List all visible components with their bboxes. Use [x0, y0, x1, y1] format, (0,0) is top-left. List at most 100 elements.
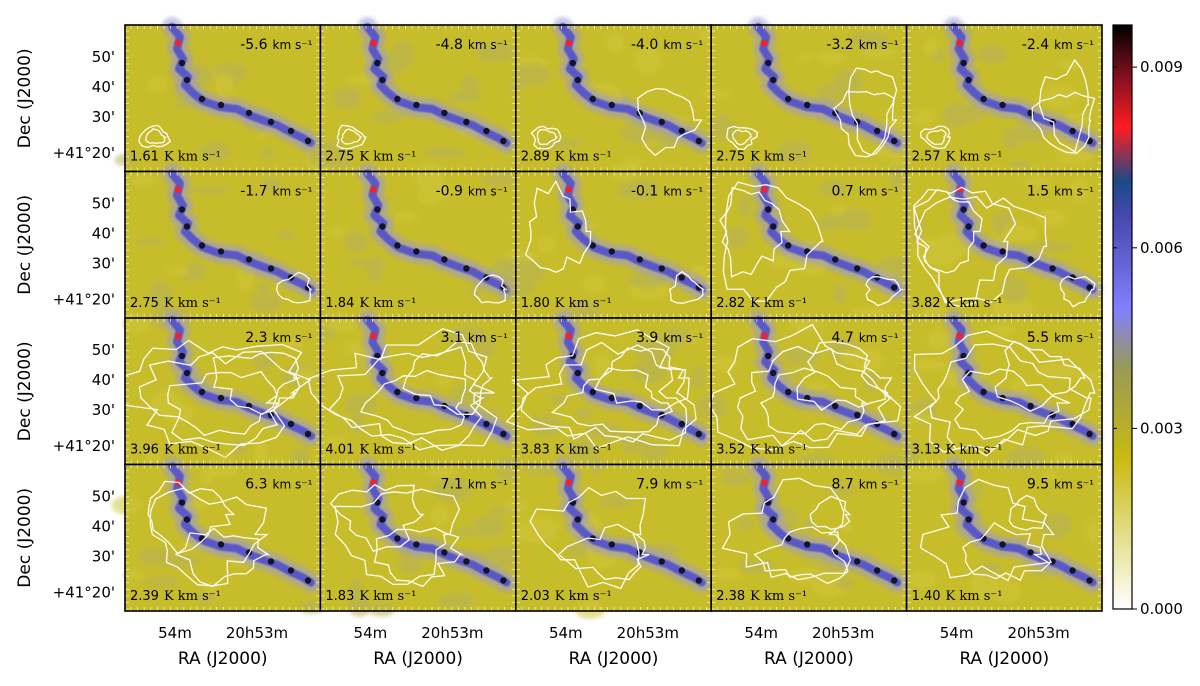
filament-knot [441, 109, 448, 117]
filament-knot [695, 284, 702, 291]
y-tick-label: 50' [92, 488, 115, 506]
filament-knot [804, 541, 811, 548]
contour [753, 526, 849, 585]
filament-knot [174, 332, 182, 340]
y-tick-label: 50' [92, 48, 115, 66]
filament-knot [287, 420, 295, 428]
channel-panel: -3.2 km s⁻¹ 2.75 K km s⁻¹ [702, 17, 917, 173]
velocity-value: -5.6 [240, 37, 267, 53]
channel-panel: -5.6 km s⁻¹ 1.61 K km s⁻¹ [114, 17, 322, 173]
contour [994, 340, 1086, 413]
velocity-unit: km s⁻¹ [273, 38, 313, 52]
y-tick-label: 40' [92, 225, 115, 243]
velocity-value: 4.7 [831, 330, 853, 346]
filament-knot [374, 352, 381, 360]
integrated-value: 3.13 [912, 443, 941, 458]
filament-knot [413, 394, 420, 402]
filament-knot [463, 558, 470, 565]
contour [550, 367, 674, 433]
filament-knot [980, 95, 987, 103]
velocity-unit: km s⁻¹ [273, 185, 313, 199]
filament-knot [695, 577, 702, 584]
contour-lines [473, 274, 508, 304]
filament-knot [569, 59, 576, 67]
filament-knot [500, 577, 507, 584]
filament-knot [980, 242, 987, 249]
filament-knot [483, 127, 490, 135]
velocity-unit: km s⁻¹ [663, 331, 703, 345]
velocity-value: 6.3 [245, 477, 267, 493]
filament-knot [1049, 558, 1056, 565]
contour [505, 329, 697, 450]
contour [914, 195, 1048, 304]
contour [708, 323, 902, 451]
y-tick-label: +41°20' [53, 437, 115, 455]
emission-texture [910, 176, 1090, 324]
contour-lines [147, 480, 271, 588]
velocity-unit: km s⁻¹ [273, 478, 313, 492]
filament-knot [379, 516, 386, 523]
channel-panel: -0.9 km s⁻¹ 1.84 K km s⁻¹ [319, 163, 522, 319]
integrated-unit: K km s⁻¹ [359, 443, 416, 458]
integrated-value: 2.03 [521, 589, 550, 604]
integrated-unit: K km s⁻¹ [359, 296, 416, 311]
filament-knot [413, 101, 420, 109]
integrated-value: 2.57 [912, 150, 941, 165]
contour-lines [112, 339, 312, 459]
channel-panel: 5.5 km s⁻¹ 3.13 K km s⁻¹ [901, 310, 1104, 471]
contour [145, 128, 168, 144]
contour-lines [530, 87, 703, 157]
integrated-unit: K km s⁻¹ [946, 589, 1003, 604]
filament-knot [374, 206, 381, 213]
filament-knot [785, 242, 792, 249]
filament-knot [394, 535, 401, 542]
integrated-value: 1.40 [912, 589, 941, 604]
velocity-unit: km s⁻¹ [468, 185, 508, 199]
panels-grid: -5.6 km s⁻¹ 1.61 K km s⁻¹ -4.8 km s⁻¹ 2.75 K km… [111, 17, 1104, 619]
filament-knot [761, 186, 768, 193]
y-axis-title: Dec (J2000) [15, 195, 35, 295]
filament-knot [891, 137, 898, 145]
contour [174, 527, 271, 588]
filament-knot [287, 567, 295, 574]
filament-knot [658, 265, 665, 272]
integrated-value: 1.61 [130, 150, 159, 165]
filament-knot [608, 394, 615, 402]
filament-knot [394, 95, 401, 103]
contour-lines [912, 186, 1096, 308]
velocity-value: -4.0 [631, 37, 658, 53]
contour [919, 478, 1055, 582]
filament-knot [441, 256, 448, 263]
filament-knot [217, 101, 225, 109]
filament-knot [658, 558, 665, 565]
integrated-unit: K km s⁻¹ [946, 296, 1003, 311]
x-axis-title: RA (J2000) [373, 649, 463, 669]
filament-knot [956, 332, 963, 340]
contour-lines [529, 486, 650, 590]
integrated-unit: K km s⁻¹ [555, 443, 612, 458]
integrated-unit: K km s⁻¹ [750, 443, 807, 458]
contour [731, 129, 752, 146]
filament-knot [174, 186, 182, 193]
filament-knot [178, 206, 186, 213]
integrated-label: 2.03 K km s⁻¹ [521, 589, 612, 604]
filament-knot [761, 479, 768, 486]
filament-knot [874, 567, 881, 574]
integrated-unit: K km s⁻¹ [555, 296, 612, 311]
filament-knot [761, 332, 768, 340]
filament-knot [1086, 577, 1093, 584]
contour-lines [275, 271, 313, 304]
contour [336, 124, 367, 150]
velocity-value: 5.5 [1027, 330, 1049, 346]
filament-knot [500, 430, 507, 438]
velocity-label: -0.9 km s⁻¹ [436, 184, 508, 200]
contour [1008, 494, 1048, 531]
filament-knot [854, 265, 861, 272]
y-tick-label: 30' [92, 255, 115, 273]
filament-knot [245, 109, 253, 117]
contour [637, 87, 703, 157]
filament-knot [183, 76, 191, 84]
velocity-label: 1.5 km s⁻¹ [1027, 184, 1094, 200]
integrated-value: 2.75 [130, 296, 159, 311]
filament-knot [245, 256, 253, 263]
